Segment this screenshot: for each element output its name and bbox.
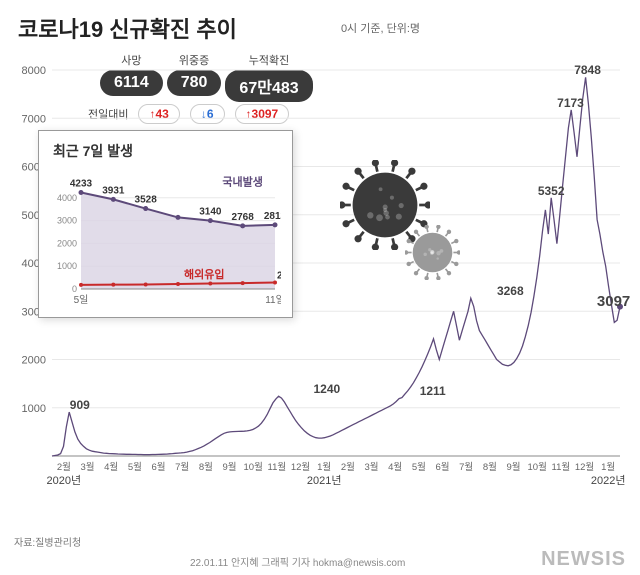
svg-text:2월: 2월 [341,461,355,473]
svg-text:12월: 12월 [575,461,594,473]
svg-text:2000: 2000 [22,355,46,367]
svg-text:4233: 4233 [70,178,93,189]
svg-text:8월: 8월 [199,461,213,473]
svg-text:7월: 7월 [175,461,189,473]
svg-text:3140: 3140 [199,207,222,218]
chart-annotation: 1211 [420,384,446,398]
svg-text:5월: 5월 [128,461,142,473]
chart-annotation: 1240 [313,382,340,396]
inset-chart: 0 1000 2000 3000 4000 4233 3931 3528 3140 2768 281… [53,167,281,307]
newsis-logo: NEWSIS [541,548,626,571]
svg-text:2020년: 2020년 [47,474,82,487]
chart-annotation: 3097 [597,293,630,310]
chart-annotation: 909 [70,398,90,412]
svg-text:4월: 4월 [104,461,118,473]
svg-text:2월: 2월 [57,461,71,473]
svg-text:3월: 3월 [80,461,94,473]
svg-text:11일: 11일 [265,294,281,306]
svg-text:1월: 1월 [601,461,615,473]
svg-text:해외유입: 해외유입 [184,267,224,281]
chart-annotation: 7848 [574,63,601,77]
svg-text:국내발생: 국내발생 [222,174,262,188]
svg-text:1000: 1000 [57,261,77,271]
svg-text:284: 284 [277,271,281,282]
svg-text:7000: 7000 [22,113,46,125]
chart-annotation: 5352 [538,184,565,198]
svg-text:11월: 11월 [552,461,571,473]
svg-text:6월: 6월 [435,461,449,473]
svg-text:6월: 6월 [151,461,165,473]
svg-text:2000: 2000 [57,238,77,248]
svg-text:3000: 3000 [57,216,77,226]
chart-annotation: 3268 [497,284,524,298]
svg-text:5일: 5일 [74,294,89,306]
svg-text:2021년: 2021년 [307,474,342,487]
source-text: 자료:질병관리청 [14,534,81,549]
virus-icon [405,225,460,280]
svg-text:3931: 3931 [102,185,125,196]
inset-title: 최근 7일 발생 [53,141,282,161]
inset-panel: 최근 7일 발생 0 1000 2000 3000 4000 4233 3931 3528 31… [38,130,293,318]
svg-text:1000: 1000 [22,403,46,415]
svg-text:9월: 9월 [506,461,520,473]
chart-subtitle: 0시 기준, 단위:명 [341,20,420,36]
svg-text:3528: 3528 [135,195,158,206]
svg-text:4000: 4000 [57,193,77,203]
svg-text:10월: 10월 [528,461,547,473]
svg-text:2022년: 2022년 [591,474,626,487]
svg-text:4월: 4월 [388,461,402,473]
svg-text:11월: 11월 [268,461,287,473]
svg-text:9월: 9월 [222,461,236,473]
chart-annotation: 7173 [557,96,584,110]
svg-text:0: 0 [72,284,77,294]
svg-text:1월: 1월 [317,461,331,473]
credit-text: 22.01.11 안지혜 그래픽 기자 hokma@newsis.com [190,554,405,569]
svg-text:2768: 2768 [232,212,255,223]
svg-text:8000: 8000 [22,65,46,77]
svg-text:7월: 7월 [459,461,473,473]
chart-title: 코로나19 신규확진 추이 [0,0,640,44]
svg-text:8월: 8월 [483,461,497,473]
svg-text:3월: 3월 [364,461,378,473]
svg-text:10월: 10월 [244,461,263,473]
svg-text:2813: 2813 [264,211,281,222]
svg-text:5월: 5월 [412,461,426,473]
svg-text:12월: 12월 [291,461,310,473]
